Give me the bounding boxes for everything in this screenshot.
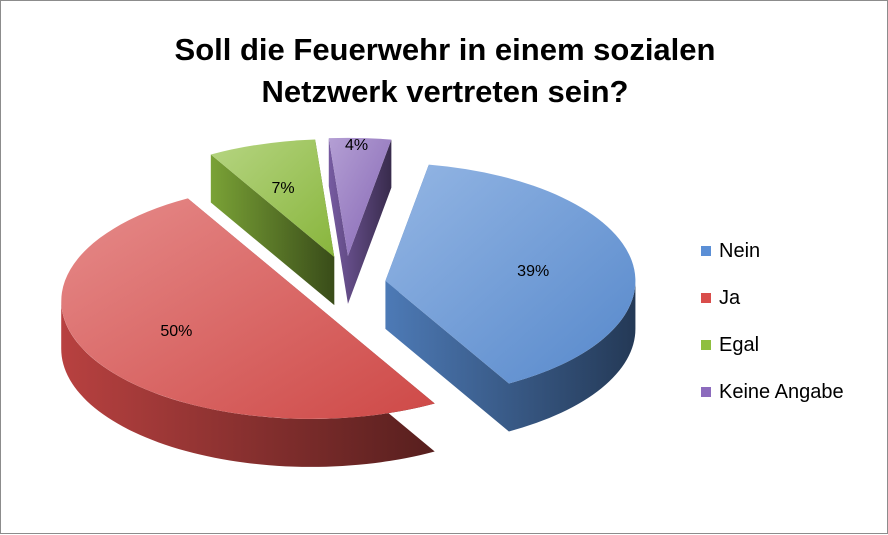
legend-item-nein: Nein [701, 241, 881, 261]
legend-swatch-nein [701, 246, 711, 256]
data-label-nein: 39% [517, 263, 549, 280]
legend: Nein Ja Egal Keine Angabe [701, 241, 881, 429]
legend-item-egal: Egal [701, 335, 881, 355]
legend-swatch-keine-angabe [701, 387, 711, 397]
legend-label-egal: Egal [719, 334, 760, 356]
data-label-keine-angabe: 4% [345, 137, 368, 154]
legend-swatch-ja [701, 293, 711, 303]
legend-label-nein: Nein [719, 240, 761, 262]
pie-slice-side-ja [61, 198, 435, 467]
pie-slice-ja [61, 198, 435, 419]
chart-title: Soll die Feuerwehr in einem sozialen Net… [1, 29, 888, 113]
data-label-ja: 50% [160, 323, 192, 340]
pie-slice-keine-angabe [328, 137, 392, 256]
legend-swatch-egal [701, 340, 711, 350]
pie-slice-side-keine-angabe [328, 138, 392, 304]
legend-item-ja: Ja [701, 288, 881, 308]
legend-label-ja: Ja [719, 287, 741, 309]
pie-slice-side-egal [210, 139, 335, 306]
chart-title-line-2: Netzwerk vertreten sein? [261, 74, 629, 109]
pie-slice-egal [210, 139, 335, 258]
legend-label-keine-angabe: Keine Angabe [719, 381, 844, 403]
data-label-egal: 7% [272, 180, 295, 197]
legend-item-keine-angabe: Keine Angabe [701, 382, 881, 402]
chart-title-line-1: Soll die Feuerwehr in einem sozialen [174, 32, 716, 67]
pie-slice-side-nein [385, 164, 636, 432]
pie-slice-nein [385, 164, 636, 384]
